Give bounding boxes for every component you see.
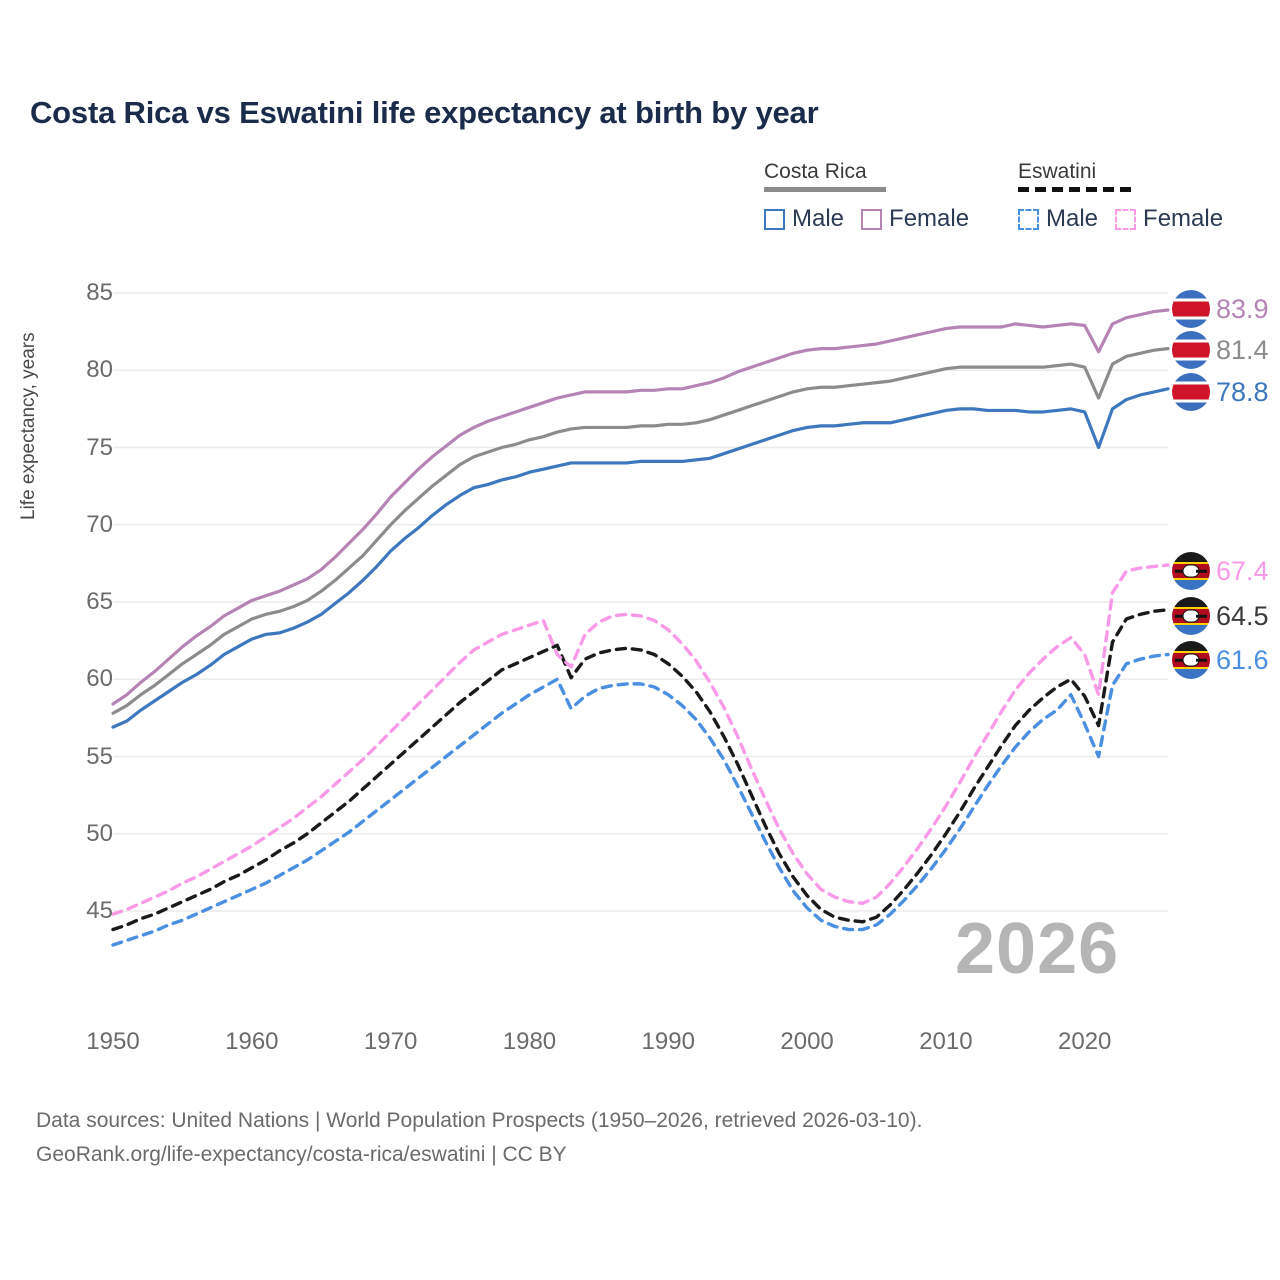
eswatini-flag-icon <box>1172 552 1210 590</box>
costa-rica-flag-icon <box>1172 373 1210 411</box>
legend-item-label: Female <box>889 205 970 232</box>
legend: Costa Rica Male Female Eswatini Male <box>760 160 1250 240</box>
page-title: Costa Rica vs Eswatini life expectancy a… <box>30 95 819 130</box>
legend-item-label: Male <box>1046 205 1099 232</box>
legend-group-costa-rica: Costa Rica Male Female <box>764 160 969 233</box>
end-label-value: 78.8 <box>1216 376 1269 407</box>
y-tick-label: 45 <box>86 897 113 924</box>
legend-item-eswatini-male[interactable]: Male <box>1018 205 1098 233</box>
end-label-value: 81.4 <box>1216 334 1269 365</box>
series-end-label: 83.9 <box>1172 290 1269 328</box>
legend-item-costa-rica-male[interactable]: Male <box>764 205 844 233</box>
costa-rica-flag-icon <box>1172 331 1210 369</box>
series-end-label: 64.5 <box>1172 597 1269 635</box>
legend-group-eswatini: Eswatini Male Female <box>1018 160 1223 233</box>
end-label-value: 83.9 <box>1216 293 1269 324</box>
legend-country-label: Costa Rica <box>764 160 867 183</box>
footer-line-sources: Data sources: United Nations | World Pop… <box>36 1109 923 1132</box>
y-tick-label: 65 <box>86 588 113 615</box>
y-tick-label: 55 <box>86 742 113 770</box>
y-tick-label: 75 <box>86 433 113 461</box>
y-tick-label: 80 <box>86 356 113 384</box>
legend-underline-dashed <box>1018 187 1134 192</box>
legend-item-label: Male <box>792 205 845 232</box>
legend-item-eswatini-female[interactable]: Female <box>1115 205 1223 233</box>
year-watermark: 2026 <box>955 909 1120 989</box>
y-tick-label: 70 <box>86 510 113 538</box>
legend-swatch-icon <box>764 208 785 230</box>
series-line <box>111 387 1170 729</box>
x-tick-label: 2020 <box>1058 1028 1112 1055</box>
x-tick-label: 1970 <box>363 1028 418 1055</box>
series-end-label: 67.4 <box>1172 552 1269 590</box>
legend-swatch-icon <box>1018 208 1039 230</box>
series-line <box>111 347 1170 715</box>
series-line <box>111 652 1170 947</box>
series-end-label: 81.4 <box>1172 331 1269 369</box>
plot-area <box>111 292 1170 947</box>
end-label-value: 64.5 <box>1216 600 1269 631</box>
legend-underline-solid <box>764 187 886 192</box>
x-tick-label: 1960 <box>225 1028 279 1055</box>
y-tick-label: 50 <box>86 819 113 847</box>
series-end-label: 78.8 <box>1172 373 1269 411</box>
x-tick-label: 1980 <box>502 1028 557 1055</box>
legend-swatch-icon <box>861 208 883 230</box>
x-tick-label: 1990 <box>641 1028 695 1055</box>
y-axis-ticks: 45 50 55 60 65 70 75 80 85 <box>45 0 113 1000</box>
series-line <box>111 563 1170 916</box>
x-tick-label: 1950 <box>86 1028 140 1055</box>
legend-swatch-icon <box>1115 208 1137 230</box>
series-line <box>111 308 1170 706</box>
legend-item-label: Female <box>1143 205 1224 232</box>
eswatini-flag-icon <box>1172 597 1210 635</box>
footer: Data sources: United Nations | World Pop… <box>36 1104 922 1172</box>
footer-line-url: GeoRank.org/life-expectancy/costa-rica/e… <box>36 1143 567 1167</box>
y-tick-label: 60 <box>86 665 113 693</box>
costa-rica-flag-icon <box>1172 290 1210 328</box>
end-label-value: 61.6 <box>1216 644 1269 675</box>
eswatini-flag-icon <box>1172 641 1210 679</box>
legend-item-costa-rica-female[interactable]: Female <box>861 205 969 233</box>
end-label-value: 67.4 <box>1216 555 1269 586</box>
series-end-label: 61.6 <box>1172 641 1269 679</box>
x-tick-label: 2010 <box>919 1028 973 1055</box>
series-line <box>111 608 1170 932</box>
y-tick-label: 85 <box>86 279 113 306</box>
legend-country-label: Eswatini <box>1018 160 1097 183</box>
x-tick-label: 2000 <box>780 1028 834 1055</box>
